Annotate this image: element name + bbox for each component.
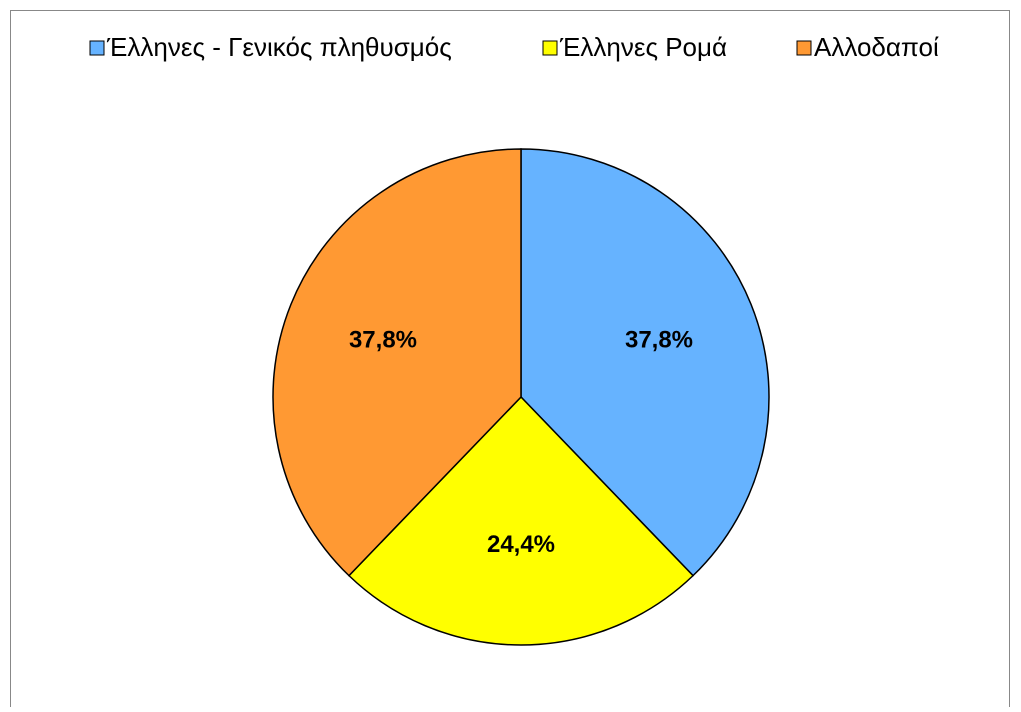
legend-swatch	[89, 40, 105, 56]
legend-label: Έλληνες - Γενικός πληθυσμός	[106, 32, 452, 62]
data-label: 37,8%	[625, 327, 693, 354]
legend-swatch	[796, 40, 812, 56]
legend-label: Αλλοδαποί	[814, 32, 939, 62]
pie-slice	[347, 395, 695, 646]
legend-label: Έλληνες Ρομά	[559, 32, 727, 62]
legend-swatch	[542, 40, 558, 56]
data-label: 24,4%	[487, 531, 555, 558]
pie-slice	[272, 148, 522, 577]
pie-slice	[520, 148, 770, 577]
data-label: 37,8%	[349, 327, 417, 354]
